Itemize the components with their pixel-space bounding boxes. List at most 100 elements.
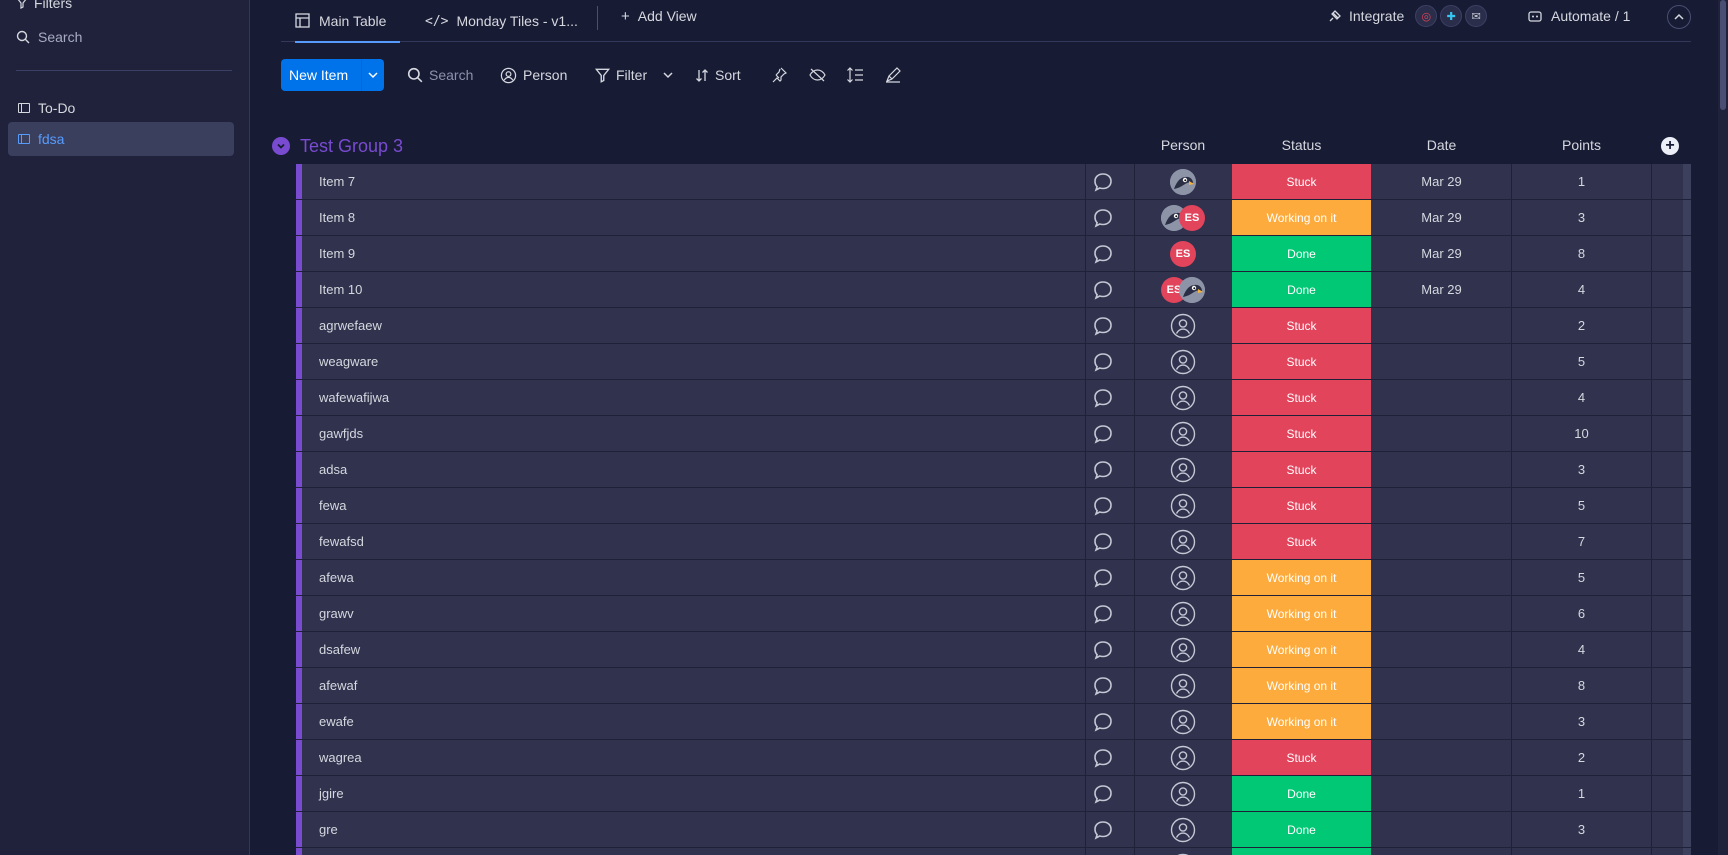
- date-cell[interactable]: [1372, 704, 1511, 739]
- person-cell[interactable]: ES: [1135, 236, 1231, 271]
- empty-person-icon[interactable]: [1170, 853, 1196, 855]
- table-row[interactable]: Item 8 ES Working on it Mar 29 3: [296, 200, 1691, 236]
- chat-bubble-icon[interactable]: [1092, 459, 1114, 481]
- date-cell[interactable]: [1372, 488, 1511, 523]
- date-cell[interactable]: [1372, 380, 1511, 415]
- chat-bubble-icon[interactable]: [1092, 351, 1114, 373]
- add-view-button[interactable]: + Add View: [621, 0, 697, 37]
- table-row[interactable]: Item 10 ES Done Mar 29 4: [296, 272, 1691, 308]
- chat-bubble-icon[interactable]: [1092, 243, 1114, 265]
- person-cell[interactable]: [1135, 596, 1231, 631]
- table-row[interactable]: afewa Working on it 5: [296, 560, 1691, 596]
- chat-bubble-icon[interactable]: [1092, 783, 1114, 805]
- empty-person-icon[interactable]: [1170, 745, 1196, 771]
- empty-person-icon[interactable]: [1170, 565, 1196, 591]
- status-cell[interactable]: Done: [1232, 236, 1371, 271]
- date-cell[interactable]: [1372, 308, 1511, 343]
- chat-bubble-icon[interactable]: [1092, 171, 1114, 193]
- person-cell[interactable]: [1135, 560, 1231, 595]
- table-row[interactable]: ewafe Working on it 3: [296, 704, 1691, 740]
- person-cell[interactable]: [1135, 344, 1231, 379]
- table-row[interactable]: gre Done 3: [296, 812, 1691, 848]
- points-cell[interactable]: 6: [1577, 606, 1586, 621]
- sidebar-search[interactable]: Search: [16, 29, 82, 45]
- filter-button[interactable]: Filter: [595, 59, 673, 91]
- empty-person-icon[interactable]: [1170, 457, 1196, 483]
- points-cell[interactable]: 3: [1577, 462, 1586, 477]
- status-cell[interactable]: Stuck: [1232, 164, 1371, 199]
- date-cell[interactable]: Mar 29: [1421, 210, 1462, 225]
- item-name[interactable]: fewafsd: [319, 534, 364, 549]
- person-cell[interactable]: [1135, 488, 1231, 523]
- item-name[interactable]: weagware: [319, 354, 379, 369]
- chat-bubble-icon[interactable]: [1092, 207, 1114, 229]
- table-row[interactable]: jgire Done 1: [296, 776, 1691, 812]
- person-cell[interactable]: [1135, 704, 1231, 739]
- person-cell[interactable]: [1135, 740, 1231, 775]
- item-name[interactable]: wagrea: [319, 750, 362, 765]
- person-cell[interactable]: [1135, 848, 1231, 855]
- points-cell[interactable]: 3: [1577, 714, 1586, 729]
- date-cell[interactable]: [1372, 668, 1511, 703]
- column-header-points[interactable]: Points: [1562, 137, 1601, 153]
- empty-person-icon[interactable]: [1170, 529, 1196, 555]
- item-name[interactable]: afewaf: [319, 678, 358, 693]
- points-cell[interactable]: 1: [1577, 174, 1586, 189]
- date-cell[interactable]: [1372, 776, 1511, 811]
- table-row[interactable]: grawv Working on it 6: [296, 596, 1691, 632]
- date-cell[interactable]: [1372, 596, 1511, 631]
- status-cell[interactable]: Working on it: [1232, 560, 1371, 595]
- tab-main-table[interactable]: Main Table: [295, 0, 401, 43]
- points-cell[interactable]: 5: [1577, 498, 1586, 513]
- item-name[interactable]: jgire: [319, 786, 344, 801]
- person-cell[interactable]: [1135, 380, 1231, 415]
- person-cell[interactable]: [1135, 308, 1231, 343]
- hide-button[interactable]: [805, 59, 829, 91]
- date-cell[interactable]: [1372, 452, 1511, 487]
- chat-bubble-icon[interactable]: [1092, 423, 1114, 445]
- points-cell[interactable]: 4: [1577, 390, 1586, 405]
- date-cell[interactable]: [1372, 560, 1511, 595]
- person-cell[interactable]: [1135, 776, 1231, 811]
- status-cell[interactable]: Working on it: [1232, 596, 1371, 631]
- item-name[interactable]: agrwefaew: [319, 318, 382, 333]
- chat-bubble-icon[interactable]: [1092, 675, 1114, 697]
- sort-button[interactable]: Sort: [695, 59, 741, 91]
- table-row[interactable]: Done: [296, 848, 1691, 855]
- empty-person-icon[interactable]: [1170, 349, 1196, 375]
- person-cell[interactable]: [1135, 632, 1231, 667]
- points-cell[interactable]: 3: [1577, 210, 1586, 225]
- person-filter-button[interactable]: Person: [500, 59, 567, 91]
- item-name[interactable]: Item 7: [319, 174, 356, 189]
- item-name[interactable]: Item 8: [319, 210, 356, 225]
- avatar[interactable]: ES: [1170, 240, 1196, 267]
- collapse-header-button[interactable]: [1667, 5, 1691, 29]
- points-cell[interactable]: 8: [1577, 246, 1586, 261]
- group-title[interactable]: Test Group 3: [300, 135, 404, 156]
- person-cell[interactable]: ES: [1135, 272, 1231, 307]
- vertical-scrollbar[interactable]: [1718, 0, 1728, 855]
- add-column-button[interactable]: +: [1661, 137, 1679, 155]
- person-cell[interactable]: [1135, 812, 1231, 847]
- status-cell[interactable]: Stuck: [1232, 416, 1371, 451]
- table-row[interactable]: wafewafijwa Stuck 4: [296, 380, 1691, 416]
- table-row[interactable]: gawfjds Stuck 10: [296, 416, 1691, 452]
- empty-person-icon[interactable]: [1170, 601, 1196, 627]
- chevron-down-icon[interactable]: [362, 70, 384, 80]
- table-row[interactable]: agrwefaew Stuck 2: [296, 308, 1691, 344]
- status-cell[interactable]: Stuck: [1232, 344, 1371, 379]
- item-name[interactable]: adsa: [319, 462, 348, 477]
- column-header-status[interactable]: Status: [1281, 137, 1322, 153]
- status-cell[interactable]: Done: [1232, 272, 1371, 307]
- board-search[interactable]: Search: [407, 59, 473, 91]
- column-header-person[interactable]: Person: [1160, 137, 1206, 153]
- empty-person-icon[interactable]: [1170, 385, 1196, 411]
- item-name[interactable]: fewa: [319, 498, 347, 513]
- item-name[interactable]: wafewafijwa: [319, 390, 390, 405]
- sidebar-item-fdsa[interactable]: fdsa: [8, 122, 234, 156]
- status-cell[interactable]: Stuck: [1232, 740, 1371, 775]
- status-cell[interactable]: Stuck: [1232, 524, 1371, 559]
- empty-person-icon[interactable]: [1170, 313, 1196, 339]
- chat-bubble-icon[interactable]: [1092, 279, 1114, 301]
- status-cell[interactable]: Working on it: [1232, 632, 1371, 667]
